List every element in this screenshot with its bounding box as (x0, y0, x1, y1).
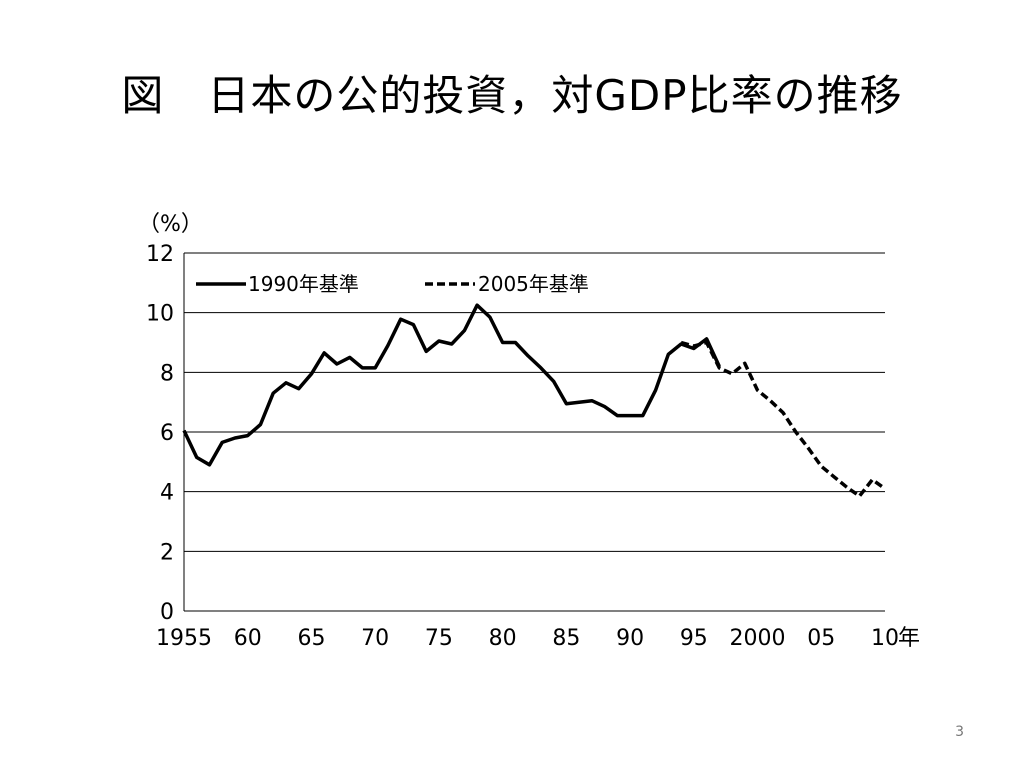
y-tick-label: 12 (146, 242, 174, 267)
y-tick-label: 4 (160, 481, 174, 506)
series-line-2005 (680, 340, 887, 498)
y-tick-label: 2 (160, 540, 174, 565)
x-tick-label: 65 (297, 626, 325, 651)
x-tick-label: 60 (234, 626, 262, 651)
y-tick-label: 6 (160, 421, 174, 446)
x-tick-label: 05 (807, 626, 835, 651)
y-tick-label: 8 (160, 361, 174, 386)
y-tick-label: 0 (160, 600, 174, 625)
page-number: 3 (955, 724, 964, 740)
x-tick-labels: 1955 60 65 70 75 80 85 90 95 2000 05 10 (156, 626, 899, 651)
y-axis-unit-label: （%） (138, 212, 203, 237)
series-lines (182, 303, 887, 498)
x-tick-label: 1955 (156, 626, 212, 651)
x-tick-label: 90 (616, 626, 644, 651)
x-axis-unit-label: 年 (898, 626, 920, 651)
y-tick-label: 10 (146, 302, 174, 327)
legend: 1990年基準 2005年基準 (196, 272, 589, 296)
x-tick-label: 95 (680, 626, 708, 651)
x-tick-label: 70 (361, 626, 389, 651)
x-tick-label: 2000 (730, 626, 786, 651)
legend-label-2005: 2005年基準 (478, 272, 589, 296)
legend-label-1990: 1990年基準 (248, 272, 359, 296)
x-tick-label: 75 (425, 626, 453, 651)
y-tick-labels: 0 2 4 6 8 10 12 (146, 242, 174, 625)
x-tick-label: 85 (552, 626, 580, 651)
x-tick-label: 10 (871, 626, 899, 651)
series-line-1990 (182, 303, 721, 467)
gridlines (184, 252, 885, 612)
slide-title: 図 日本の公的投資，対GDP比率の推移 (121, 71, 903, 120)
x-tick-label: 80 (489, 626, 517, 651)
